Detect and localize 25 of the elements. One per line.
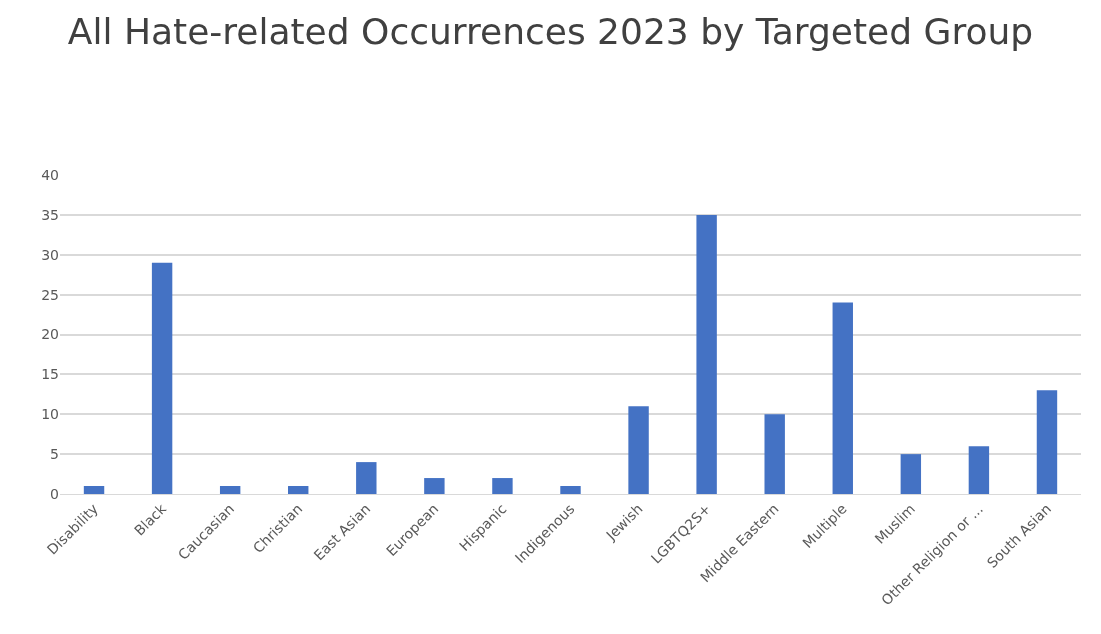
bar [83, 486, 105, 494]
chart-title: All Hate-related Occurrences 2023 by Targeted Group [67, 11, 1034, 53]
y-tick-label: 40 [41, 166, 59, 183]
bar [151, 262, 173, 494]
y-tick-label: 35 [41, 206, 59, 223]
bar [900, 454, 922, 494]
y-tick-label: 25 [41, 286, 59, 303]
y-tick-label: 5 [50, 446, 59, 463]
y-tick-label: 10 [41, 406, 59, 423]
bar [832, 302, 853, 494]
bar [1036, 390, 1058, 494]
y-tick-label: 20 [41, 326, 59, 343]
bar [288, 486, 309, 494]
bar [356, 462, 377, 494]
bar [696, 214, 717, 494]
y-tick-label: 0 [50, 485, 59, 502]
bar [424, 478, 445, 494]
bar [219, 486, 241, 494]
bar [628, 406, 649, 494]
y-tick-label: 30 [41, 246, 59, 263]
bar [968, 446, 990, 494]
bar [560, 486, 581, 494]
y-tick-label: 15 [41, 366, 59, 383]
bar [764, 414, 785, 494]
bar [492, 478, 513, 494]
